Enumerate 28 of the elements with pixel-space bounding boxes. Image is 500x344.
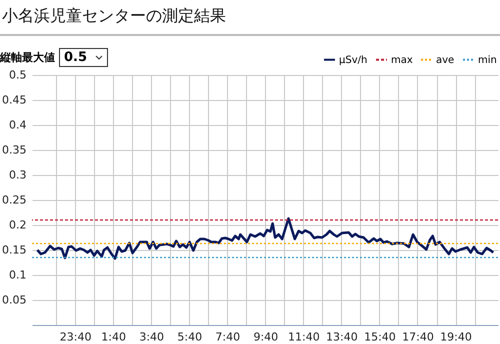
x-tick-label: 13:40 bbox=[326, 330, 358, 344]
legend-label: ave bbox=[436, 54, 454, 66]
legend-label: μSv/h bbox=[339, 54, 368, 66]
chart-title: 小名浜児童センターの測定結果 bbox=[2, 6, 226, 27]
legend-label: max bbox=[391, 54, 413, 66]
x-tick-label: 9:40 bbox=[253, 330, 278, 344]
x-tick-label: 7:40 bbox=[215, 330, 240, 344]
x-tick-label: 5:40 bbox=[177, 330, 202, 344]
text: 縦軸最大値 bbox=[0, 50, 55, 65]
x-tick-label: 23:40 bbox=[60, 330, 92, 344]
x-tick-label: 11:40 bbox=[288, 330, 320, 344]
y-tick-label: 0.5 bbox=[9, 68, 26, 82]
x-tick-label: 3:40 bbox=[139, 330, 164, 344]
y-tick-label: 0.45 bbox=[2, 94, 26, 106]
x-tick-label: 15:40 bbox=[364, 330, 396, 344]
y-tick-label: 0.25 bbox=[2, 194, 26, 206]
y-tick-label: 0.15 bbox=[2, 244, 26, 256]
dropdown[interactable]: 0.5 bbox=[59, 48, 108, 67]
legend-label: min bbox=[478, 54, 497, 66]
y-tick-label: 0.1 bbox=[9, 268, 26, 282]
x-tick-label: 1:40 bbox=[101, 330, 126, 344]
x-tick-label: 17:40 bbox=[402, 330, 434, 344]
y-tick-label: 0.3 bbox=[9, 168, 26, 182]
y-tick-label: 0.35 bbox=[2, 144, 26, 156]
x-tick-label: 19:40 bbox=[440, 330, 472, 344]
y-tick-label: 0.4 bbox=[9, 118, 26, 132]
y-tick-label: 0.05 bbox=[2, 294, 26, 306]
y-tick-label: 0.2 bbox=[9, 218, 26, 232]
